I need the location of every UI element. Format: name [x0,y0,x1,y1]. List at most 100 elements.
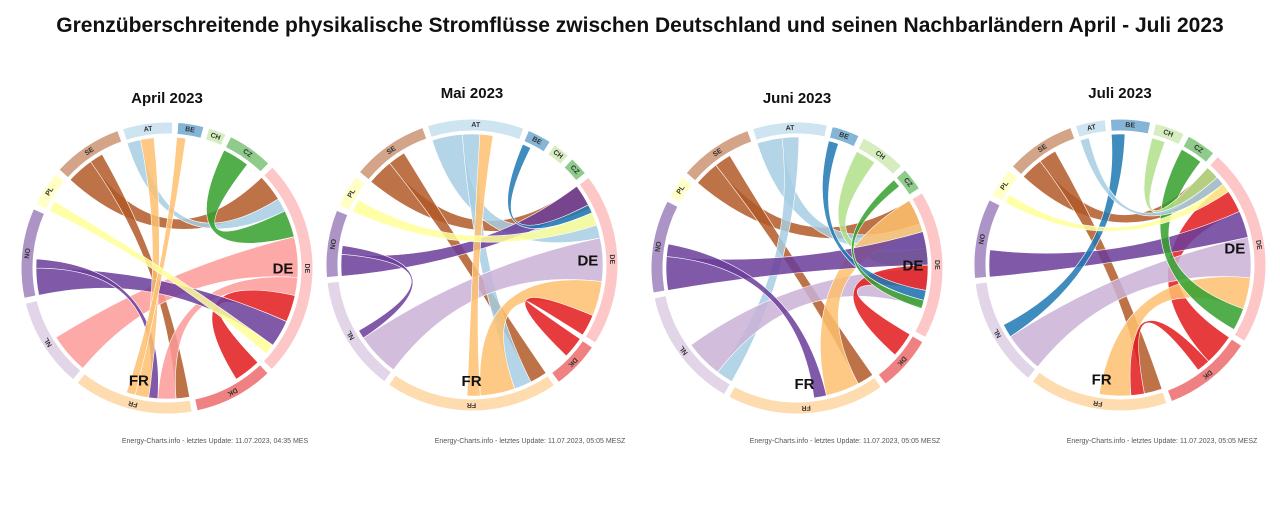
arc-at [426,118,525,141]
arc-dk [1166,338,1243,403]
arc-no [325,209,349,279]
arc-nl [974,281,1037,380]
tick-label-cz: CZ [902,177,914,189]
arc-pl [35,172,66,211]
arc-no [20,208,46,300]
chord-BE-DE [507,143,593,229]
tick-label-be: BE [531,136,543,147]
arc-se [58,129,123,179]
arc-se [1011,126,1076,176]
big-label-de: DE [273,260,294,277]
tick-label-no: NO [978,233,987,245]
arc-dk [194,363,269,412]
chord-chart-3: Juni 2023 AT BE CH CZ DE DK FR NL NO PL SE FR DE Energ… [650,90,944,445]
chord-chart-2: Mai 2023ATBECHCZDEDKFRNLNOPLSEFRDEEnergy… [325,85,626,445]
tick-label-at: AT [143,125,153,133]
tick-label-pl: PL [45,185,56,197]
tick-label-de: DE [1254,240,1262,251]
arc-pl [668,176,693,204]
tick-label-fr: FR [128,399,139,408]
arc-at [1074,119,1108,138]
tick-label-se: SE [84,146,96,157]
chord-BE-DE [822,140,927,301]
chord-NO-FR [35,258,159,399]
tick-label-nl: NL [992,327,1003,339]
arc-de [578,176,619,344]
source-credit: Energy-Charts.info - letztes Update: 11.… [750,438,941,445]
arc-be [176,121,205,139]
chart-title: April 2023 [131,90,203,107]
chord-CZ-DE [851,179,925,309]
arc-fr [76,372,193,415]
arc-no [650,200,679,294]
chord-ribbons [988,133,1252,397]
tick-label-pl: PL [999,180,1010,192]
arc-cz [563,158,587,182]
chord-PL-DE [351,199,598,243]
chart-title: Juli 2023 [1088,85,1151,102]
tick-label-be: BE [185,126,196,135]
arc-fr [387,374,556,412]
source-credit: Energy-Charts.info - letztes Update: 11.… [1067,438,1258,445]
tick-label-de: DE [303,264,310,274]
tick-label-fr: FR [467,401,476,408]
tick-label-ch: CH [874,150,886,162]
chord-CH-DE [1143,137,1218,214]
arc-be [828,125,860,148]
tick-label-at: AT [785,125,795,132]
big-label-fr: FR [462,373,482,390]
arc-pl [991,169,1019,202]
arc-at [121,121,174,141]
arc-nl [24,299,82,381]
chord-NO-DE [988,210,1249,278]
chord-ribbons [340,133,604,397]
tick-label-nl: NL [345,328,356,340]
tick-label-dk: DK [226,386,238,397]
chord-PL-DE [1004,183,1229,232]
chord-NO-FR [666,243,827,399]
arc-se [685,129,753,182]
tick-label-cz: CZ [1192,144,1204,155]
arc-de [1208,155,1267,342]
arc-cz [895,169,921,196]
chord-PL-DE [48,200,274,355]
arc-de [911,192,944,339]
big-label-fr: FR [1092,372,1112,389]
tick-label-at: AT [1087,124,1098,133]
arc-ch [1152,122,1185,146]
big-label-de: DE [577,252,598,269]
tick-label-cz: CZ [241,148,253,160]
chord-ribbons [665,136,929,399]
chord-FR-DE [820,200,924,397]
tick-label-no: NO [655,241,664,253]
tick-label-be: BE [1125,122,1136,130]
big-label-fr: FR [795,376,815,393]
source-credit: Energy-Charts.info - letztes Update: 11.… [435,438,626,445]
tick-label-fr: FR [1093,399,1103,407]
arc-cz [224,135,270,173]
tick-label-pl: PL [347,187,358,199]
arc-ch [857,137,903,176]
tick-label-ch: CH [552,149,564,161]
tick-label-ch: CH [1162,129,1174,139]
big-label-de: DE [1224,240,1245,257]
arc-dk [877,335,924,385]
tick-label-no: NO [330,238,339,250]
tick-label-dk: DK [1201,368,1213,380]
arc-nl [653,294,731,396]
arc-be [523,129,551,153]
chord-NO-NL [341,245,414,339]
source-credit: Energy-Charts.info - letztes Update: 11.… [122,438,309,445]
arc-nl [326,280,393,383]
arc-pl [337,175,367,212]
arc-dk [550,339,594,384]
chart-title: Mai 2023 [441,85,504,102]
chord-CZ-DE [206,149,295,244]
big-label-fr: FR [129,373,149,390]
tick-label-se: SE [1037,143,1049,154]
chord-AT-NL [717,136,800,383]
tick-label-be: BE [838,131,850,141]
chord-DK-DE [524,297,594,357]
tick-label-de: DE [608,254,615,264]
